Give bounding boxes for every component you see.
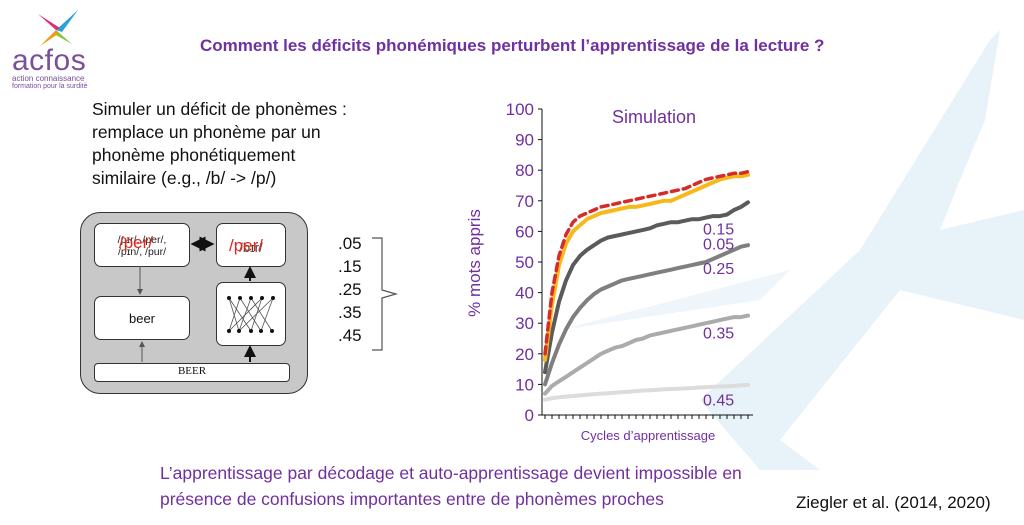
series-line-baseline: [543, 169, 750, 356]
logo-wordmark: acfos: [12, 44, 87, 77]
series-label: 0.25: [703, 261, 734, 278]
deficit-level: .15: [338, 257, 362, 276]
page-title: Comment les déficits phonémiques perturb…: [200, 36, 825, 55]
acfos-logo: [8, 8, 108, 98]
conclusion-line-2: présence de confusions importantes entre…: [160, 489, 664, 509]
description-text: Simuler un déficit de phonèmes : remplac…: [92, 98, 412, 190]
deficit-level: .25: [338, 280, 362, 299]
y-tick-label: 10: [515, 375, 534, 394]
word-node-label: beer: [128, 311, 156, 326]
y-tick-label: 50: [515, 253, 534, 272]
y-axis-label: % mots appris: [465, 209, 484, 317]
input-node: BEER: [94, 363, 290, 382]
y-tick-label: 20: [515, 345, 534, 364]
series-line-0-05: [543, 172, 750, 362]
y-tick-label: 90: [515, 131, 534, 150]
series-line-0-35: [543, 313, 750, 396]
description-line: remplace un phonème par un: [92, 122, 321, 142]
logo-star-icon: [38, 10, 78, 46]
y-tick-label: 100: [506, 100, 534, 119]
series-label: 0.15: [703, 221, 734, 238]
network-node: [216, 282, 286, 346]
target-ghost-label: /bɪr/: [239, 240, 263, 255]
series-line-0-15: [543, 200, 750, 375]
description-line: Simuler un déficit de phonèmes :: [92, 99, 347, 119]
candidates-line-1: /pɪr/, /per/,: [117, 234, 167, 246]
y-tick-label: 80: [515, 161, 534, 180]
logo-tagline-2: formation pour la surdité: [12, 83, 88, 90]
candidates-overlay-label: /per/: [119, 233, 154, 252]
logo-tagline: action connaissance: [12, 74, 85, 83]
y-tick-label: 40: [515, 284, 534, 303]
conclusion-line-1: L’apprentissage par décodage et auto-app…: [160, 463, 742, 483]
series-label: 0.45: [703, 393, 734, 410]
phoneme-candidates-node: /pɪr/, /per/, /pɪn/, /pur/ /per/: [94, 223, 190, 267]
series-line-0-45: [543, 383, 750, 402]
series-label: 0.05: [703, 237, 734, 254]
levels-brace: [372, 237, 399, 351]
y-tick-label: 30: [515, 314, 534, 333]
conclusion-text: L’apprentissage par décodage et auto-app…: [160, 460, 742, 512]
y-tick-label: 70: [515, 192, 534, 211]
word-node: beer: [94, 296, 190, 340]
chart-title: Simulation: [612, 107, 696, 127]
deficit-levels-list: .05 .15 .25 .35 .45: [338, 232, 362, 347]
target-overlay-label: /per/: [229, 236, 264, 255]
x-axis-label: Cycles d’apprentissage: [581, 428, 715, 443]
input-node-label: BEER: [177, 365, 207, 377]
y-tick-label: 60: [515, 222, 534, 241]
series-label: 0.35: [703, 325, 734, 342]
deficit-level: .35: [338, 303, 362, 322]
network-icon: [227, 296, 275, 333]
deficit-level: .45: [338, 326, 362, 345]
learning-curve-chart: 0 10 20 30 40 50 60 70 80 90 100 % mots appris Cycle…: [465, 100, 753, 443]
y-tick-label: 0: [525, 406, 534, 425]
deficit-level: .05: [338, 234, 362, 253]
citation: Ziegler et al. (2014, 2020): [796, 493, 991, 512]
description-line: phonème phonétiquement: [92, 145, 296, 165]
model-arrows: [137, 236, 256, 362]
candidates-line-2: /pɪn/, /pur/: [117, 246, 167, 258]
target-phoneme-node: /bɪr/ /per/: [216, 223, 286, 267]
description-line: similaire (e.g., /b/ -> /p/): [92, 168, 277, 188]
series-line-0-25: [543, 243, 750, 387]
